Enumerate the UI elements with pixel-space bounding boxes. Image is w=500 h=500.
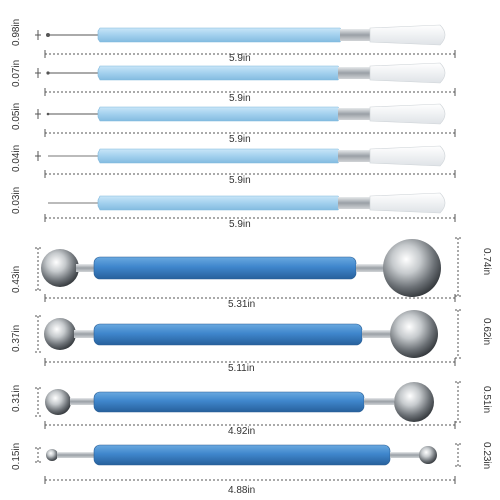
tool-5-ferrule — [338, 197, 370, 209]
tool-1-silicone-tip — [369, 24, 446, 46]
ball-tool-2-small-ball — [44, 318, 76, 350]
tool-1-tip-marker — [35, 30, 41, 40]
tool-2-handle — [97, 65, 341, 81]
tool-2-length-label: 5.9in — [229, 93, 251, 104]
ball-tool-3: 0.31in 0.51in 4.92in — [11, 381, 492, 437]
tool-2-tip-label: 0.07in — [11, 60, 22, 87]
ball-tool-1-large-ball — [383, 239, 441, 297]
tool-2-ferrule — [338, 67, 370, 79]
ball-tool-2-handle — [93, 323, 363, 346]
tool-5: 0.03in 5.9in — [11, 187, 456, 230]
tool-3-ferrule — [338, 108, 370, 120]
ball-tool-4-length-label: 4.88in — [228, 485, 255, 496]
tool-1-handle — [97, 27, 343, 43]
tool-3-tip-marker — [35, 109, 41, 119]
tool-5-tip-label: 0.03in — [11, 187, 22, 214]
tool-4-ferrule — [338, 150, 370, 162]
ball-tool-3-handle — [93, 391, 365, 413]
ball-tool-3-length-label: 4.92in — [228, 426, 255, 437]
ball-tool-4-large-ball — [419, 446, 437, 464]
ball-tool-4: 0.15in 0.23in 4.88in — [11, 442, 492, 496]
tool-1-ferrule — [340, 29, 370, 41]
ball-tool-4-right-label: 0.23in — [481, 442, 492, 469]
tool-3-silicone-tip — [369, 103, 446, 125]
tool-4-handle — [97, 148, 341, 164]
tool-4-length-label: 5.9in — [229, 175, 251, 186]
ball-tool-3-small-ball — [45, 389, 71, 415]
ball-tool-2: 0.37in 0.62in 5.11in — [11, 309, 492, 374]
tool-2-tip-marker — [35, 68, 41, 78]
tool-1: 0.98in 5.9in — [11, 19, 456, 64]
ball-tool-1: 0.43in 0.74in 5.31in — [11, 237, 492, 310]
ball-tool-2-left-label: 0.37in — [11, 325, 22, 352]
ball-tool-1-right-label: 0.74in — [481, 248, 492, 275]
tool-1-tip-label: 0.98in — [11, 19, 22, 46]
tool-5-silicone-tip — [369, 192, 446, 214]
tool-3-tip-label: 0.05in — [11, 103, 22, 130]
tool-3-length-label: 5.9in — [229, 134, 251, 145]
ball-tool-1-left-label: 0.43in — [11, 266, 22, 293]
tool-4-tip-label: 0.04in — [11, 145, 22, 172]
ball-tool-3-left-label: 0.31in — [11, 385, 22, 412]
ball-tool-1-length-label: 5.31in — [228, 299, 255, 310]
tool-2: 0.07in 5.9in — [11, 60, 456, 104]
ball-tool-4-small-ball — [46, 449, 58, 461]
tool-3: 0.05in 5.9in — [11, 103, 456, 145]
ball-tool-1-handle — [93, 256, 357, 280]
ball-tool-4-handle — [93, 444, 391, 466]
ball-tool-1-small-ball — [41, 249, 79, 287]
tool-4: 0.04in 5.9in — [11, 145, 456, 186]
tool-2-silicone-tip — [369, 62, 446, 84]
ball-tool-2-right-label: 0.62in — [481, 318, 492, 345]
ball-tool-2-large-ball — [390, 310, 438, 358]
ball-tool-4-left-label: 0.15in — [11, 443, 22, 470]
tool-3-handle — [97, 106, 341, 122]
ball-tool-3-right-label: 0.51in — [481, 386, 492, 413]
tool-5-handle — [97, 195, 341, 211]
ball-tool-2-length-label: 5.11in — [228, 363, 255, 374]
tool-1-length-label: 5.9in — [229, 53, 251, 64]
tool-5-length-label: 5.9in — [229, 219, 251, 230]
tool-4-silicone-tip — [369, 145, 446, 167]
tool-4-tip-marker — [35, 151, 41, 161]
ball-tool-3-large-ball — [394, 382, 434, 422]
